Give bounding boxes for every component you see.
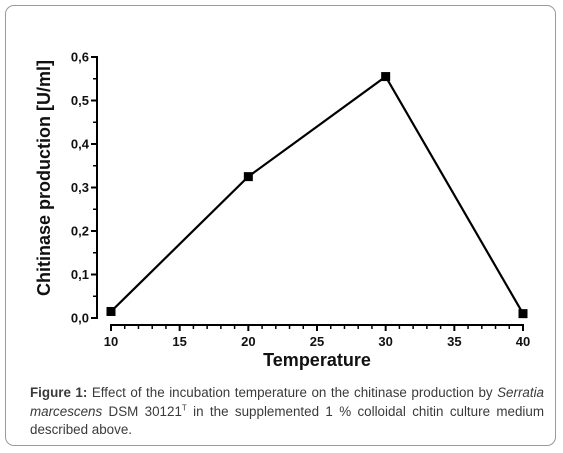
data-point [243, 172, 253, 182]
caption-label: Figure 1: [30, 385, 88, 400]
y-tick-label: 0,6 [71, 50, 89, 65]
y-axis-title: Chitinase production [U/ml] [34, 60, 54, 296]
x-axis-ticks: 10 15 20 25 30 35 40 [104, 325, 530, 349]
caption-superscript: T [181, 403, 187, 413]
series-line [110, 74, 524, 315]
data-point [106, 306, 116, 316]
y-tick-label: 0,2 [71, 224, 89, 239]
figure-caption: Figure 1: Effect of the incubation tempe… [30, 384, 544, 440]
data-points [106, 72, 528, 319]
caption-text-3: in the supplemented 1 % colloidal chitin… [30, 403, 544, 438]
x-tick-label: 15 [172, 334, 186, 349]
x-tick-label: 30 [378, 334, 392, 349]
data-point [381, 72, 391, 82]
y-tick-label: 0,5 [71, 93, 89, 108]
x-tick-label: 10 [104, 334, 118, 349]
caption-text-1: Effect of the incubation temperature on … [87, 385, 498, 400]
x-tick-label: 25 [310, 334, 324, 349]
y-axis-ticks: 0,0 0,1 0,2 0,3 0,4 0,5 0,6 [71, 50, 97, 326]
x-axis-title: Temperature [263, 350, 371, 370]
y-tick-label: 0,0 [71, 311, 89, 326]
y-tick-label: 0,4 [71, 137, 90, 152]
caption-text-2: DSM 30121 [102, 403, 182, 419]
data-point [518, 309, 528, 319]
x-tick-label: 35 [447, 334, 461, 349]
line-chart: 0,0 0,1 0,2 0,3 0,4 0,5 0,6 10 15 20 25 30 35 40 Chi… [34, 50, 530, 371]
x-tick-label: 20 [241, 334, 255, 349]
caption-species: Serratia marcescens [30, 385, 544, 419]
y-tick-label: 0,3 [71, 180, 89, 195]
y-tick-label: 0,1 [71, 267, 89, 282]
x-tick-label: 40 [516, 334, 530, 349]
